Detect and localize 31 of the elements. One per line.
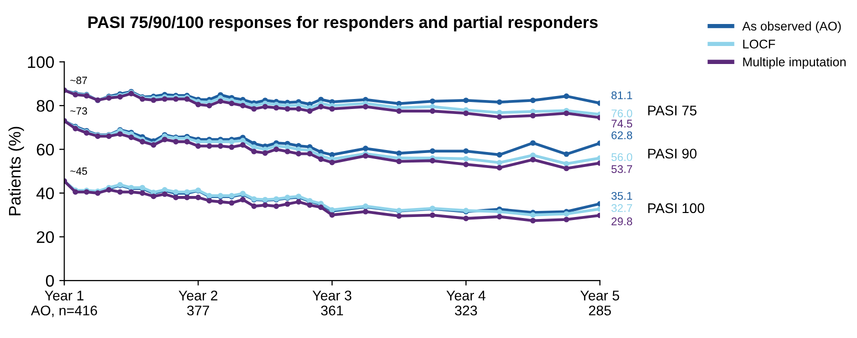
x-tick-label: Year 5 285 [580,290,620,316]
y-axis-title: Patients (%) [8,126,24,216]
text: PASI 90 [648,148,697,159]
x-tick-label: Year 3 361 [312,290,352,316]
data-label: 56.0 [611,153,632,162]
y-tick-label: 20 [36,231,54,244]
y-tick-label: 80 [36,100,54,112]
data-label: 53.7 [611,165,632,174]
data-label: 62.8 [612,131,632,140]
legend-label: As observed (AO) [742,21,841,34]
text: PASI 100 [648,203,704,214]
annotation: ~45 [70,168,88,175]
annotation: ~87 [70,76,87,84]
x-tick-label: Year 4 323 [446,290,486,316]
y-tick-label: 100 [28,56,54,68]
legend-label: Multiple imputation [743,57,846,69]
data-label: 29.8 [612,217,632,226]
annotation: ~73 [70,107,88,115]
y-tick-label: 0 [46,274,54,287]
text: PASI 75 [648,106,696,116]
y-tick-label: 40 [36,187,54,200]
x-tick-label: Year 1 AO, n=416 [30,290,98,318]
data-label: 32.7 [611,204,632,212]
data-label: 76.0 [612,109,632,118]
x-tick-label: Year 2 377 [178,290,218,316]
data-label: 81.1 [611,91,632,100]
data-label: 35.1 [611,192,632,200]
data-label: 74.5 [612,120,632,128]
legend-label: LOCF [743,40,776,48]
chart-title: PASI 75/90/100 responses for responders and partial responders [88,16,598,32]
y-tick-label: 60 [36,144,54,156]
